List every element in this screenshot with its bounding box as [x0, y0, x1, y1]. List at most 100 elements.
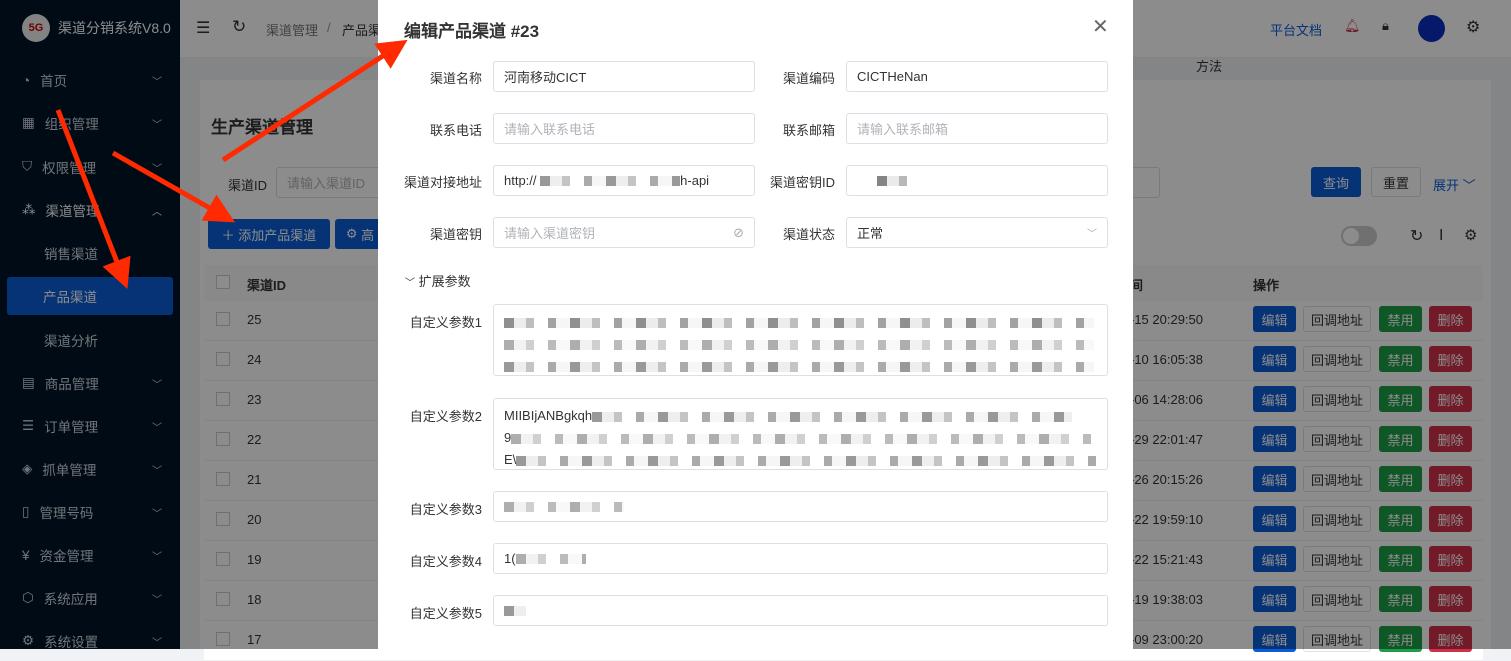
delete-button[interactable]: 删除 [1429, 506, 1472, 532]
row-checkbox[interactable] [216, 472, 230, 486]
delete-button[interactable]: 删除 [1429, 626, 1472, 652]
sidebar-item-numbers[interactable]: ▯ 管理号码 ﹀ [0, 492, 180, 532]
delete-button[interactable]: 删除 [1429, 346, 1472, 372]
disable-button[interactable]: 禁用 [1379, 426, 1422, 452]
name-input[interactable]: 河南移动CICT [493, 61, 755, 92]
param4-input[interactable]: 1( [493, 543, 1108, 574]
edit-button[interactable]: 编辑 [1253, 586, 1296, 612]
callback-button[interactable]: 回调地址 [1303, 626, 1371, 652]
refresh-icon[interactable]: ↻ [232, 17, 247, 36]
status-select[interactable]: 正常 ﹀ [846, 217, 1108, 248]
url-input[interactable]: http:// h-api [493, 165, 755, 196]
sidebar: 5G 渠道分销系统V8.0 ◔ 首页 ﹀ ▦ 组织管理 ﹀ ⛉ 权限管理 ﹀ ⁂ 渠道管理 ︿ 销… [0, 0, 180, 650]
key-input[interactable]: 请输入渠道密钥 ⊘ [493, 217, 755, 248]
keyid-label: 渠道密钥ID [769, 175, 835, 190]
callback-button[interactable]: 回调地址 [1303, 306, 1371, 332]
reload-icon[interactable]: ↻ [1410, 228, 1424, 245]
column-settings-icon[interactable]: ⚙ [1464, 227, 1478, 244]
edit-button[interactable]: 编辑 [1253, 386, 1296, 412]
phone-input[interactable]: 请输入联系电话 [493, 113, 755, 144]
disable-button[interactable]: 禁用 [1379, 306, 1422, 332]
sidebar-item-goods[interactable]: ▤ 商品管理 ﹀ [0, 363, 180, 403]
row-checkbox[interactable] [216, 512, 230, 526]
callback-button[interactable]: 回调地址 [1303, 426, 1371, 452]
row-time: -19 19:38:03 [1130, 592, 1204, 607]
row-checkbox[interactable] [216, 392, 230, 406]
code-input[interactable]: CICTHeNan [846, 61, 1108, 92]
sidebar-item-apps[interactable]: ⬡ 系统应用 ﹀ [0, 578, 180, 618]
disable-button[interactable]: 禁用 [1379, 386, 1422, 412]
edit-button[interactable]: 编辑 [1253, 426, 1296, 452]
disable-button[interactable]: 禁用 [1379, 626, 1422, 652]
eye-off-icon[interactable]: ⊘ [733, 224, 744, 240]
callback-button[interactable]: 回调地址 [1303, 466, 1371, 492]
edit-button[interactable]: 编辑 [1253, 346, 1296, 372]
list-icon: ☰ [22, 418, 35, 433]
sidebar-item-grab[interactable]: ◈ 抓单管理 ﹀ [0, 449, 180, 489]
sidebar-item-orders[interactable]: ☰ 订单管理 ﹀ [0, 406, 180, 446]
sidebar-item-org[interactable]: ▦ 组织管理 ﹀ [0, 103, 180, 143]
sidebar-subitem-product[interactable]: 产品渠道 [7, 277, 173, 315]
param5-input[interactable] [493, 595, 1108, 626]
row-checkbox[interactable] [216, 352, 230, 366]
density-icon[interactable]: Ⅰ [1439, 227, 1444, 244]
delete-button[interactable]: 删除 [1429, 426, 1472, 452]
add-channel-button[interactable]: ＋ 添加产品渠道 [208, 219, 330, 249]
row-checkbox[interactable] [216, 632, 230, 646]
settings-icon[interactable]: ⚙ [1466, 19, 1481, 36]
param1-textarea[interactable] [493, 304, 1108, 376]
row-checkbox[interactable] [216, 592, 230, 606]
delete-button[interactable]: 删除 [1429, 306, 1472, 332]
reset-button[interactable]: 重置 [1371, 167, 1421, 197]
delete-button[interactable]: 删除 [1429, 546, 1472, 572]
sidebar-subitem-sales[interactable]: 销售渠道 [0, 233, 180, 273]
disable-button[interactable]: 禁用 [1379, 586, 1422, 612]
callback-button[interactable]: 回调地址 [1303, 546, 1371, 572]
avatar[interactable] [1418, 15, 1445, 42]
edit-button[interactable]: 编辑 [1253, 306, 1296, 332]
sidebar-item-home[interactable]: ◔ 首页 ﹀ [0, 60, 180, 100]
advanced-button[interactable]: ⚙ 高 [335, 219, 385, 249]
sidebar-subitem-analysis[interactable]: 渠道分析 [0, 320, 180, 360]
expand-link[interactable]: 展开 ﹀ [1433, 178, 1476, 193]
breadcrumb-item[interactable]: 渠道管理 [266, 23, 319, 38]
edit-button[interactable]: 编辑 [1253, 546, 1296, 572]
row-checkbox[interactable] [216, 552, 230, 566]
close-icon[interactable]: ✕ [1092, 16, 1109, 38]
row-checkbox[interactable] [216, 312, 230, 326]
callback-button[interactable]: 回调地址 [1303, 506, 1371, 532]
param3-input[interactable] [493, 491, 1108, 522]
channel-id-input[interactable]: 请输入渠道ID [276, 167, 396, 198]
sidebar-item-funds[interactable]: ¥ 资金管理 ﹀ [0, 535, 180, 575]
select-all-checkbox[interactable] [216, 275, 230, 289]
sidebar-item-channel[interactable]: ⁂ 渠道管理 ︿ [0, 190, 180, 230]
callback-button[interactable]: 回调地址 [1303, 386, 1371, 412]
query-button[interactable]: 查询 [1311, 167, 1361, 197]
sidebar-item-settings[interactable]: ⚙ 系统设置 ﹀ [0, 621, 180, 661]
disable-button[interactable]: 禁用 [1379, 546, 1422, 572]
disable-button[interactable]: 禁用 [1379, 346, 1422, 372]
row-checkbox[interactable] [216, 432, 230, 446]
row-id: 19 [247, 552, 262, 567]
docs-link[interactable]: 平台文档 [1270, 23, 1323, 38]
delete-button[interactable]: 删除 [1429, 386, 1472, 412]
toggle-switch[interactable] [1341, 226, 1377, 246]
lock-icon[interactable]: 🔒︎ [1382, 18, 1389, 33]
callback-button[interactable]: 回调地址 [1303, 346, 1371, 372]
keyid-input[interactable] [846, 165, 1108, 196]
disable-button[interactable]: 禁用 [1379, 506, 1422, 532]
edit-button[interactable]: 编辑 [1253, 466, 1296, 492]
edit-button[interactable]: 编辑 [1253, 506, 1296, 532]
bell-icon[interactable]: 🔔︎ [1344, 18, 1361, 33]
email-input[interactable]: 请输入联系邮箱 [846, 113, 1108, 144]
ext-params-toggle[interactable]: ﹀ 扩展参数 [405, 271, 471, 290]
arrow-to-add-button [111, 150, 236, 223]
param2-textarea[interactable]: MIIBIjANBgkqh 9 E\ [493, 398, 1108, 470]
callback-button[interactable]: 回调地址 [1303, 586, 1371, 612]
edit-button[interactable]: 编辑 [1253, 626, 1296, 652]
delete-button[interactable]: 删除 [1429, 466, 1472, 492]
menu-fold-icon[interactable]: ☰ [196, 20, 211, 37]
delete-button[interactable]: 删除 [1429, 586, 1472, 612]
disable-button[interactable]: 禁用 [1379, 466, 1422, 492]
breadcrumb-item[interactable]: 产品渠 [342, 23, 382, 38]
